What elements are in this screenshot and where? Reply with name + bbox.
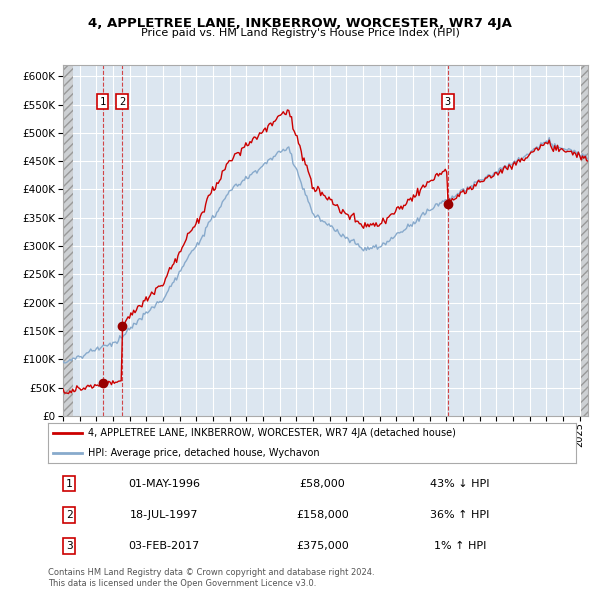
Text: 4, APPLETREE LANE, INKBERROW, WORCESTER, WR7 4JA: 4, APPLETREE LANE, INKBERROW, WORCESTER,…: [88, 17, 512, 30]
Text: Price paid vs. HM Land Registry's House Price Index (HPI): Price paid vs. HM Land Registry's House …: [140, 28, 460, 38]
Text: 1: 1: [66, 478, 73, 489]
Text: 4, APPLETREE LANE, INKBERROW, WORCESTER, WR7 4JA (detached house): 4, APPLETREE LANE, INKBERROW, WORCESTER,…: [88, 428, 455, 438]
Text: 3: 3: [66, 541, 73, 551]
Text: 18-JUL-1997: 18-JUL-1997: [130, 510, 199, 520]
Text: 01-MAY-1996: 01-MAY-1996: [128, 478, 200, 489]
Text: Contains HM Land Registry data © Crown copyright and database right 2024.
This d: Contains HM Land Registry data © Crown c…: [48, 568, 374, 588]
Text: 03-FEB-2017: 03-FEB-2017: [128, 541, 200, 551]
Text: 2: 2: [119, 97, 125, 107]
Text: HPI: Average price, detached house, Wychavon: HPI: Average price, detached house, Wych…: [88, 448, 319, 458]
Text: 3: 3: [445, 97, 451, 107]
Text: £158,000: £158,000: [296, 510, 349, 520]
Text: £58,000: £58,000: [299, 478, 346, 489]
Text: 43% ↓ HPI: 43% ↓ HPI: [430, 478, 490, 489]
Text: 1% ↑ HPI: 1% ↑ HPI: [434, 541, 486, 551]
Text: 1: 1: [100, 97, 106, 107]
Text: £375,000: £375,000: [296, 541, 349, 551]
Text: 36% ↑ HPI: 36% ↑ HPI: [430, 510, 490, 520]
Text: 2: 2: [66, 510, 73, 520]
